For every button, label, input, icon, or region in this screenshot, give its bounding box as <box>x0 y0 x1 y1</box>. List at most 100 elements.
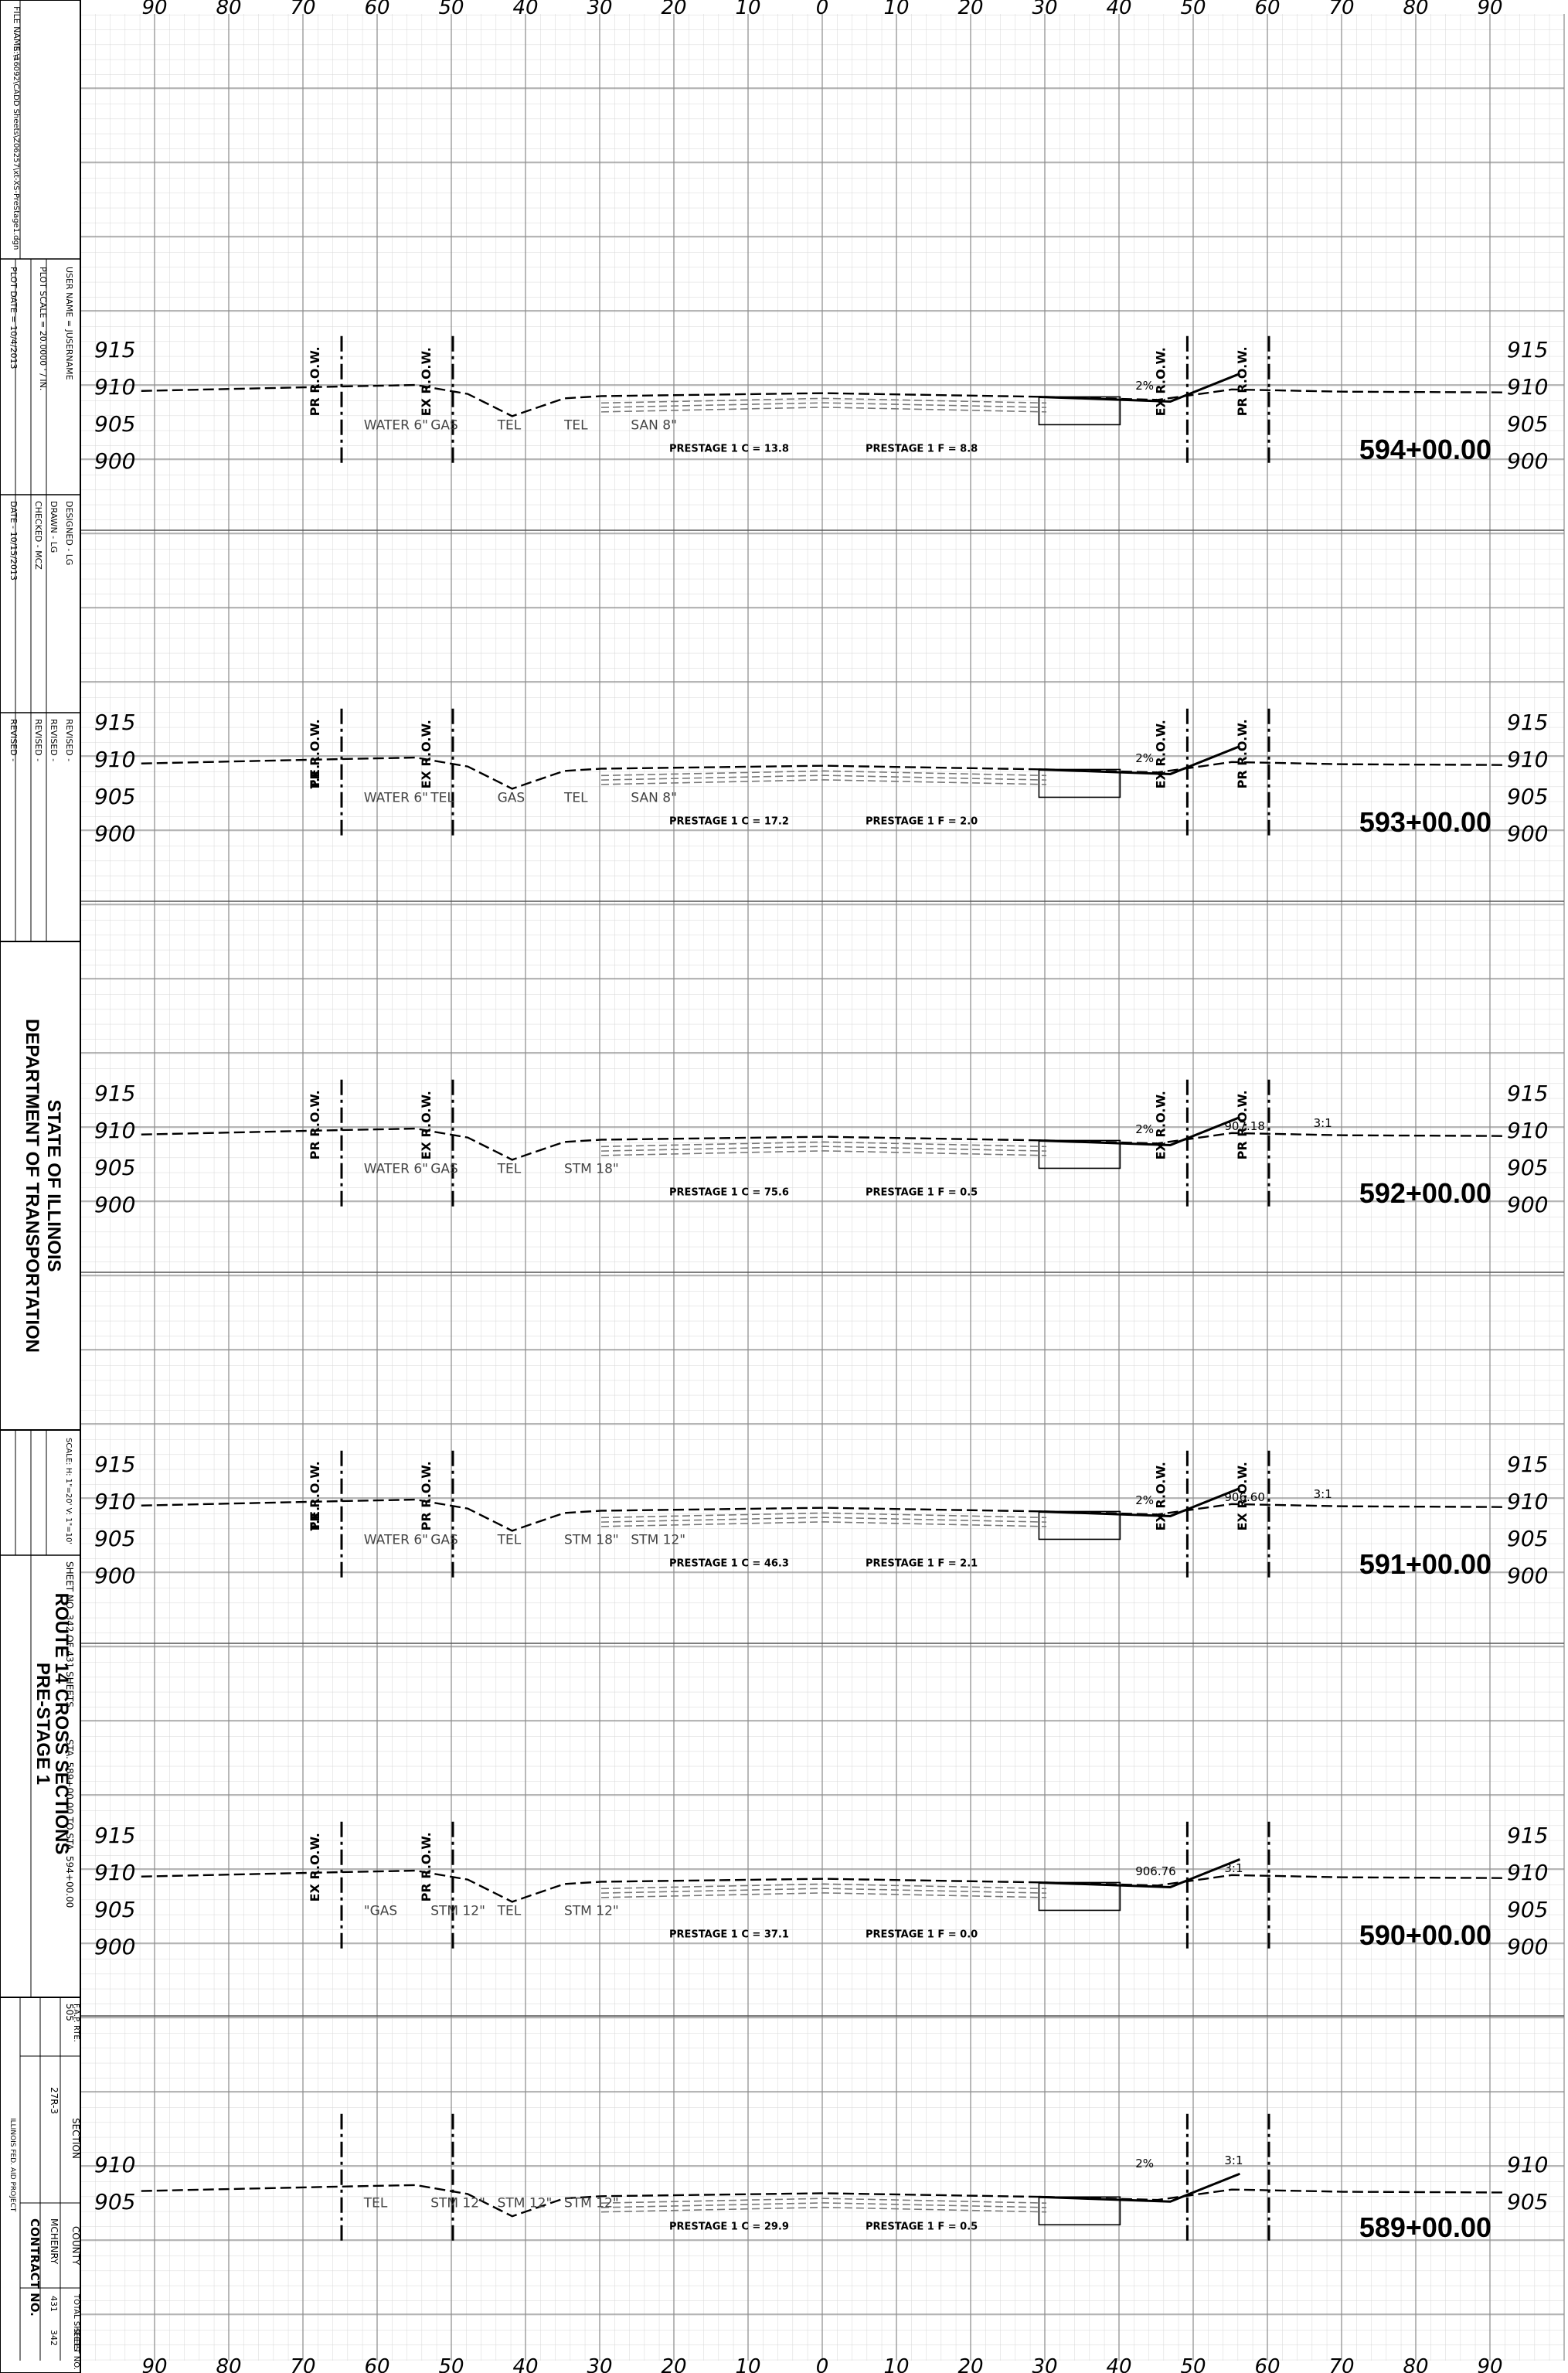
top-scale-label: 10 <box>735 0 760 19</box>
revised-1: REVISED - <box>64 719 74 761</box>
row-label: PR R.O.W. <box>1235 1090 1250 1159</box>
proposed-grade-line <box>1039 745 1240 775</box>
pavement-layer-line <box>600 1521 1047 1527</box>
elev-label-right: 915 <box>1507 710 1548 735</box>
row-label-group: PR R.O.W. <box>1235 719 1250 788</box>
utility-label: TEL <box>497 418 522 434</box>
elev-label-left: 900 <box>94 1934 135 1959</box>
bottom-scale-label: 90 <box>1477 2355 1502 2373</box>
row-label: EX R.O.W. <box>1154 1462 1168 1530</box>
designed-by: DESIGNED - LG <box>64 501 74 565</box>
section-value: 27R-3 <box>49 2087 60 2114</box>
proposed-pavement-box <box>1038 768 1121 798</box>
elev-label-right: 905 <box>1507 2189 1548 2215</box>
utility-label: GAS <box>430 1162 458 1177</box>
elev-label-right: 915 <box>1507 1081 1548 1106</box>
elev-label-left: 900 <box>94 1563 135 1588</box>
elev-label-right: 910 <box>1507 1489 1548 1514</box>
elev-label-left: 915 <box>94 337 135 363</box>
pavement-layer-line <box>600 770 1047 777</box>
elev-label-left: 905 <box>94 784 135 809</box>
elev-label-right: 905 <box>1507 1526 1548 1551</box>
station-label: 594+00.00 <box>1359 434 1491 465</box>
row-label: EX R.O.W. <box>1154 347 1168 416</box>
bottom-scale-label: 60 <box>364 2355 389 2373</box>
elev-label-left: 905 <box>94 1155 135 1180</box>
pavement-layer-line <box>600 1883 1047 1890</box>
cross-section-2: 915 915 910 910 905 905 900 900 PR R.O.W. EX R.O.… <box>94 1079 1548 1217</box>
elev-label-left: 905 <box>94 1526 135 1551</box>
bottom-scale-label: 90 <box>141 2355 167 2373</box>
row-label-group: PR R.O.W. <box>419 1832 434 1901</box>
proposed-pavement-box <box>1038 2196 1121 2226</box>
row-label: EX R.O.W. <box>419 347 434 416</box>
top-scale-label: 60 <box>364 0 389 19</box>
row-label: PR R.O.W. <box>1235 346 1250 416</box>
row-label: PR R.O.W. <box>419 1832 434 1901</box>
utility-label: GAS <box>430 418 458 434</box>
elev-label-right: 910 <box>1507 1118 1548 1143</box>
slope-label: 3:1 <box>1314 1116 1332 1130</box>
agency-line-2: DEPARTMENT OF TRANSPORTATION <box>22 1019 43 1353</box>
station-label: 592+00.00 <box>1359 1177 1491 1209</box>
utility-label: WATER 6" <box>364 418 428 434</box>
prestage-fill: PRESTAGE 1 F = 0.0 <box>866 1929 978 1940</box>
bottom-scale-label: 50 <box>1180 2355 1206 2373</box>
utility-label: STM 12" <box>430 2196 485 2211</box>
utility-label: WATER 6" <box>364 1162 428 1177</box>
elev-label-left: 915 <box>94 710 135 735</box>
sheet-no-label: SHEET NO. <box>72 2328 80 2370</box>
bottom-scale-label: 70 <box>1328 2355 1354 2373</box>
utility-label: TEL <box>497 1533 522 1548</box>
plot-date: PLOT DATE = 10/4/2013 <box>9 267 19 369</box>
pavement-layer-line <box>600 1888 1047 1894</box>
elev-label-right: 900 <box>1507 448 1548 474</box>
slope-label: 3:1 <box>1224 2153 1243 2167</box>
elev-label-left: 905 <box>94 411 135 437</box>
bottom-scale-label: 10 <box>735 2355 760 2373</box>
row-label-group: T.E. <box>308 1507 322 1531</box>
slope-label: 2% <box>1135 1493 1154 1507</box>
utility-label: TEL <box>497 1162 522 1177</box>
slope-label: 906.76 <box>1135 1864 1176 1878</box>
top-scale-label: 60 <box>1254 0 1280 19</box>
slope-label: 2% <box>1135 379 1154 393</box>
station-label: 593+00.00 <box>1359 806 1491 838</box>
utility-label: STM 18" <box>564 1533 619 1548</box>
existing-ground-line <box>141 1498 1507 1532</box>
row-label: PR R.O.W. <box>419 1461 434 1530</box>
top-offset-scale: 90 80 70 60 50 40 30 20 10 0 10 20 30 40 50 60 70 80 90 <box>141 0 1502 19</box>
pavement-layer-line <box>600 2202 1047 2208</box>
sheet-number: 342 <box>49 2330 59 2346</box>
prestage-cut: PRESTAGE 1 C = 37.1 <box>669 1929 789 1940</box>
elev-label-right: 910 <box>1507 374 1548 400</box>
utility-label: SAN 8" <box>631 791 677 806</box>
elev-label-left: 915 <box>94 1452 135 1477</box>
bottom-scale-label: 60 <box>1254 2355 1280 2373</box>
row-label: PR R.O.W. <box>1235 719 1250 788</box>
revised-3: REVISED - <box>33 719 43 761</box>
elev-label-right: 905 <box>1507 1897 1548 1922</box>
revised-2: REVISED - <box>49 719 59 761</box>
utility-label: TEL <box>430 791 454 806</box>
proposed-grade-line <box>1039 1116 1240 1146</box>
elev-label-left: 910 <box>94 1118 135 1143</box>
elev-label-left: 905 <box>94 2189 135 2215</box>
row-label-group: EX R.O.W. <box>1154 347 1168 416</box>
row-label: EX R.O.W. <box>1235 1462 1250 1530</box>
pavement-layer-line <box>600 1892 1047 1898</box>
bottom-scale-label: 70 <box>290 2355 315 2373</box>
utility-label: TEL <box>563 791 588 806</box>
utility-label: STM 18" <box>564 1162 619 1177</box>
proposed-pavement-box <box>1038 1139 1121 1169</box>
row-label: PR R.O.W. <box>308 346 322 416</box>
checked-by: CHECKED - MCZ <box>33 501 43 570</box>
top-scale-label: 20 <box>661 0 686 19</box>
prestage-cut: PRESTAGE 1 C = 29.9 <box>669 2221 789 2232</box>
total-sheets-label: TOTAL SHEETS <box>72 2293 80 2351</box>
elev-label-right: 900 <box>1507 821 1548 846</box>
top-scale-label: 90 <box>1477 0 1502 19</box>
elev-label-left: 910 <box>94 1860 135 1885</box>
